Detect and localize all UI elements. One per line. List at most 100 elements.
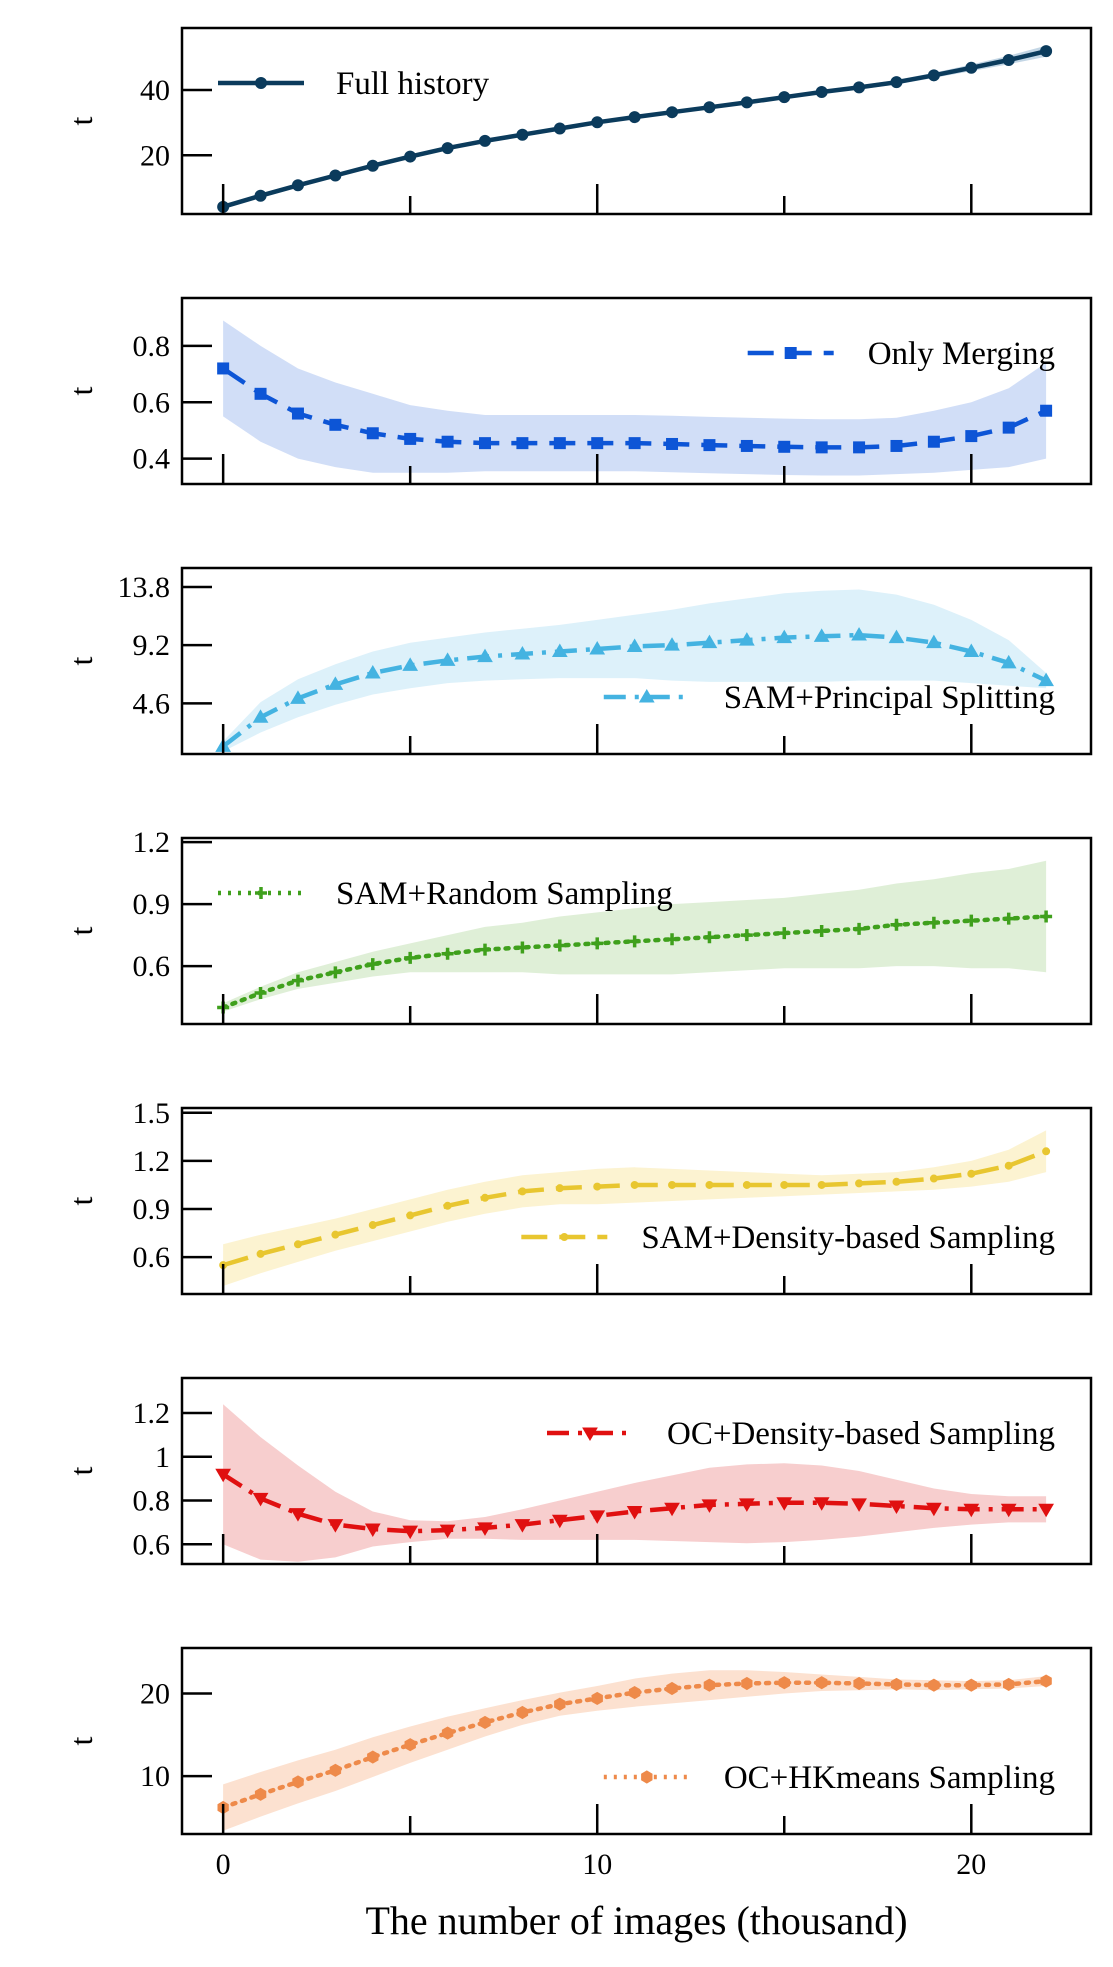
data-point bbox=[551, 643, 568, 658]
data-point bbox=[591, 437, 604, 450]
data-point bbox=[553, 437, 566, 450]
data-point bbox=[855, 1179, 864, 1188]
data-point bbox=[553, 939, 566, 952]
legend: OC+HKmeans Sampling bbox=[603, 1760, 1055, 1796]
data-point bbox=[965, 61, 978, 74]
subplot-2: 0.4 0.6 0.8 t Only Merging bbox=[63, 296, 1093, 486]
data-point bbox=[816, 1676, 828, 1690]
data-point bbox=[703, 931, 716, 944]
data-point bbox=[740, 929, 753, 942]
data-point bbox=[851, 1498, 867, 1512]
data-point bbox=[967, 1169, 976, 1178]
data-point bbox=[1000, 654, 1017, 669]
y-tick-label: 10 bbox=[140, 1760, 170, 1793]
data-point bbox=[705, 1180, 714, 1189]
data-point bbox=[817, 1180, 826, 1189]
data-point bbox=[890, 918, 903, 931]
legend-label: OC+Density-based Sampling bbox=[667, 1416, 1055, 1452]
data-point bbox=[926, 1502, 942, 1517]
data-point bbox=[1038, 672, 1054, 687]
data-point bbox=[404, 951, 417, 964]
y-tick-label: 0.6 bbox=[133, 1528, 171, 1561]
data-point bbox=[853, 441, 866, 454]
data-point bbox=[479, 437, 491, 450]
legend-marker bbox=[641, 1770, 653, 1784]
y-axis-label: t bbox=[63, 926, 99, 935]
data-point bbox=[591, 1691, 603, 1705]
data-point bbox=[439, 652, 456, 666]
data-point bbox=[518, 1187, 527, 1196]
data-point bbox=[516, 941, 529, 954]
y-tick-label: 0.6 bbox=[133, 950, 171, 983]
data-point bbox=[776, 629, 793, 644]
plot-frame bbox=[180, 26, 1093, 216]
plot-frame bbox=[180, 1646, 1093, 1836]
data-point bbox=[703, 1678, 716, 1692]
data-point bbox=[926, 634, 942, 649]
data-point bbox=[740, 96, 753, 109]
data-point bbox=[703, 439, 716, 452]
data-point bbox=[329, 1763, 342, 1777]
data-point bbox=[1040, 404, 1053, 417]
legend-marker bbox=[582, 1427, 598, 1441]
data-point bbox=[888, 1500, 905, 1515]
data-point bbox=[963, 643, 980, 658]
data-point bbox=[256, 1249, 265, 1258]
subplot-1: 20 40 t Full history bbox=[63, 26, 1093, 216]
data-point bbox=[368, 1221, 377, 1230]
data-point bbox=[664, 637, 680, 651]
data-point bbox=[291, 179, 304, 192]
data-point bbox=[1004, 1161, 1013, 1170]
data-point bbox=[327, 1519, 344, 1533]
legend-marker bbox=[255, 77, 267, 89]
y-tick-label: 20 bbox=[140, 139, 170, 172]
data-point bbox=[291, 407, 304, 420]
legend: SAM+Random Sampling bbox=[218, 876, 673, 912]
y-tick-label: 13.8 bbox=[118, 571, 171, 604]
series-line bbox=[221, 1472, 1047, 1534]
plot-frame bbox=[180, 296, 1093, 486]
data-point bbox=[327, 676, 344, 690]
data-point bbox=[630, 1180, 639, 1189]
data-point bbox=[965, 1678, 977, 1692]
data-point bbox=[252, 709, 269, 723]
data-point bbox=[364, 1523, 381, 1537]
data-point bbox=[439, 1524, 456, 1539]
y-axis-label: t bbox=[63, 116, 99, 125]
data-point bbox=[514, 646, 531, 660]
y-tick-label: 0.9 bbox=[133, 888, 171, 921]
data-point bbox=[514, 1519, 531, 1533]
y-tick-label: 20 bbox=[140, 1677, 170, 1710]
data-point bbox=[666, 437, 679, 450]
data-point bbox=[479, 1715, 491, 1729]
confidence-band bbox=[223, 1404, 1047, 1562]
subplot-5: 0.6 0.9 1.2 1.5 t SAM+Density-based Sampling bbox=[63, 1097, 1093, 1296]
data-point bbox=[252, 1492, 269, 1507]
legend-label: SAM+Density-based Sampling bbox=[641, 1220, 1055, 1256]
data-point bbox=[292, 1775, 304, 1789]
legend-label: SAM+Principal Splitting bbox=[724, 680, 1055, 716]
y-axis-label: t bbox=[63, 1196, 99, 1205]
y-tick-label: 9.2 bbox=[133, 629, 171, 662]
data-point bbox=[290, 1508, 306, 1522]
data-point bbox=[742, 1180, 751, 1189]
data-point bbox=[701, 1499, 718, 1513]
y-tick-label: 0.4 bbox=[133, 443, 171, 476]
data-point bbox=[364, 665, 381, 679]
data-point bbox=[929, 1174, 938, 1183]
data-point bbox=[890, 76, 903, 89]
data-point bbox=[780, 1180, 789, 1189]
data-point bbox=[290, 690, 306, 704]
data-point bbox=[329, 966, 342, 979]
data-point bbox=[402, 657, 419, 671]
data-point bbox=[740, 439, 753, 452]
data-point bbox=[329, 169, 342, 182]
data-point bbox=[1002, 421, 1015, 434]
legend: Full history bbox=[218, 66, 490, 102]
data-point bbox=[479, 134, 491, 147]
data-point bbox=[293, 1240, 302, 1249]
confidence-band bbox=[223, 320, 1047, 476]
y-tick-label: 0.6 bbox=[133, 1241, 171, 1274]
subplot-7: 10 20 t OC+HKmeans Sampling 0 10 20 The number … bbox=[63, 1646, 1093, 1943]
